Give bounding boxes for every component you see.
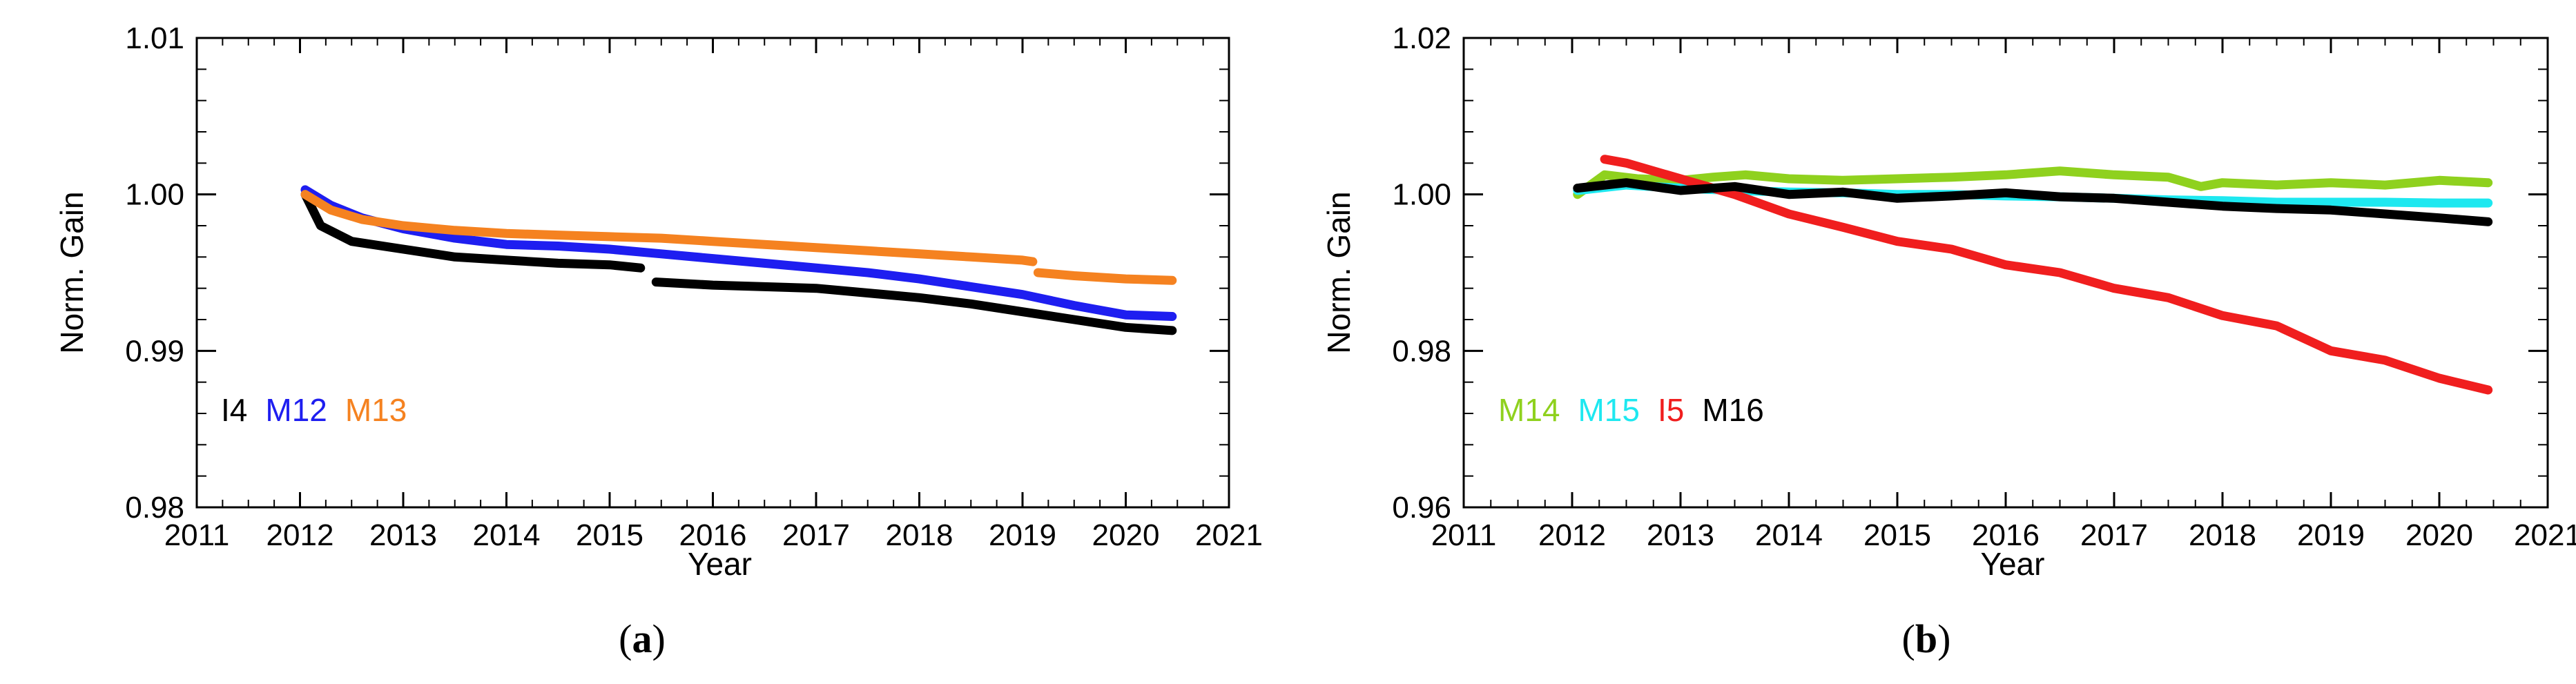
chart-1-xtick-label-10: 2021 [2514,518,2576,552]
chart-1-xtick-label-2: 2013 [1647,518,1714,552]
chart-1-panel-label-open: ( [1902,616,1915,661]
chart-0-xtick-label-6: 2017 [782,518,850,552]
chart-1-legend-m16: M16 [1702,392,1763,428]
chart-0-xtick-label-10: 2021 [1195,518,1263,552]
chart-1-xtick-label-3: 2014 [1755,518,1823,552]
chart-1-xtick-label-1: 2012 [1538,518,1606,552]
chart-0-xtick-label-1: 2012 [267,518,334,552]
chart-0-series-i4-line-0 [300,190,646,273]
chart-1-legend-i5: I5 [1658,392,1684,428]
chart-1-panel-label-letter: b [1915,616,1937,661]
chart-1-xtick-label-0: 2011 [1431,518,1497,552]
chart-0-panel-label-open: ( [619,616,632,661]
chart-0-legend-m12: M12 [265,392,327,428]
chart-1-ytick-label-0: 0.96 [1392,491,1451,525]
chart-1-xtick-label-9: 2020 [2405,518,2473,552]
chart-0-xtick-label-7: 2018 [886,518,953,552]
chart-1-xlabel: Year [1981,546,2045,582]
chart-1-xtick-label-8: 2019 [2297,518,2365,552]
chart-1-ytick-label-2: 1.00 [1392,178,1451,212]
chart-1-legend-m15: M15 [1578,392,1639,428]
chart-0-legend: I4 M12 M13 [221,392,407,428]
chart-0-xtick-label-2: 2013 [369,518,437,552]
chart-0-panel-label: (a) [619,616,666,661]
chart-1-plot-frame [1462,37,2549,509]
chart-0-ytick-label-3: 1.01 [125,21,184,55]
chart-1-xtick-label-7: 2018 [2189,518,2256,552]
chart-1-ytick-label-1: 0.98 [1392,334,1451,368]
panel-b: 2011 2012 2013 2014 2015 2016 2017 2018 2019 2020… [1321,21,2576,661]
chart-1-series-i5-line-0 [1600,155,2493,395]
chart-0-series-m13-line-1 [1033,268,1177,285]
chart-0-panel-label-close: ) [652,616,666,661]
chart-0-xlabel: Year [688,546,752,582]
chart-1-series-m16-line-0 [1573,178,2493,226]
chart-0-legend-m13: M13 [345,392,407,428]
chart-1-xtick-label-5: 2016 [1972,518,2040,552]
chart-1-ytick-label-3: 1.02 [1392,21,1451,55]
chart-0-legend-i4: I4 [221,392,247,428]
chart-0-xtick-label-5: 2016 [679,518,747,552]
chart-0-panel-label-letter: a [632,616,652,661]
chart-0-xtick-label-0: 2011 [164,518,230,552]
chart-0-series-i4-line-1 [651,277,1177,335]
chart-1-xtick-label-6: 2017 [2080,518,2148,552]
chart-0-xtick-label-8: 2019 [989,518,1056,552]
chart-0-ytick-label-0: 0.98 [125,491,184,525]
chart-0-ytick-label-2: 1.00 [125,178,184,212]
chart-1-legend: M14 M15 I5 M16 [1498,392,1764,428]
chart-0-xtick-label-4: 2015 [576,518,643,552]
chart-0-xtick-label-9: 2020 [1092,518,1160,552]
chart-1-xtick-label-4: 2015 [1863,518,1931,552]
chart-0-series-m13-line-0 [300,190,1038,266]
chart-0-ytick-label-1: 0.99 [125,334,184,368]
chart-1-panel-label-close: ) [1937,616,1950,661]
chart-0-ylabel: Norm. Gain [54,191,90,353]
chart-0-xtick-label-3: 2014 [473,518,541,552]
chart-1-legend-m14: M14 [1498,392,1560,428]
chart-1-ylabel: Norm. Gain [1321,191,1357,353]
chart-1-panel-label: (b) [1902,616,1951,661]
panel-a: 2011 2012 2013 2014 2015 2016 2017 2018 2019 2020… [54,21,1263,661]
